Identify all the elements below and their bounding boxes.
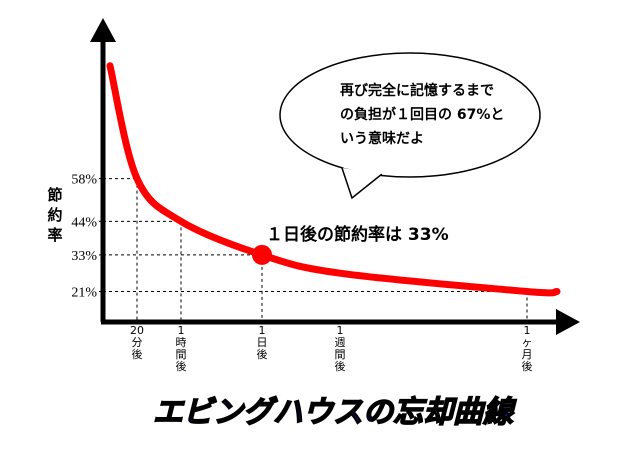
x-tick-label: 20 分後 (130, 324, 144, 361)
callout-bubble (279, 52, 541, 200)
y-tick-label: 21% (71, 285, 97, 300)
callout-text: 再び完全に記憶するまで (340, 82, 494, 99)
x-tick-label: 1 日後 (257, 324, 268, 361)
highlight-point (252, 244, 272, 265)
x-tick-label: 1 時間後 (176, 324, 187, 373)
y-tick-label: 44% (71, 215, 97, 230)
annotation: １日後の節約率は 33% (266, 224, 449, 245)
y-tick-label: 33% (71, 249, 97, 264)
y-axis-label: 節約率 (47, 186, 62, 244)
x-tick-label: 1 ヶ月後 (522, 324, 533, 373)
callout-text: の負担が１回目の 67%と (340, 106, 504, 123)
y-arrow (90, 18, 116, 42)
y-tick-label: 58% (71, 173, 97, 188)
callout-text: いう意味だよ (340, 130, 424, 147)
chart-title: エビングハウスの忘却曲線 (153, 395, 517, 430)
x-tick-label: 1 週間後 (335, 324, 346, 373)
x-arrow (556, 309, 580, 335)
